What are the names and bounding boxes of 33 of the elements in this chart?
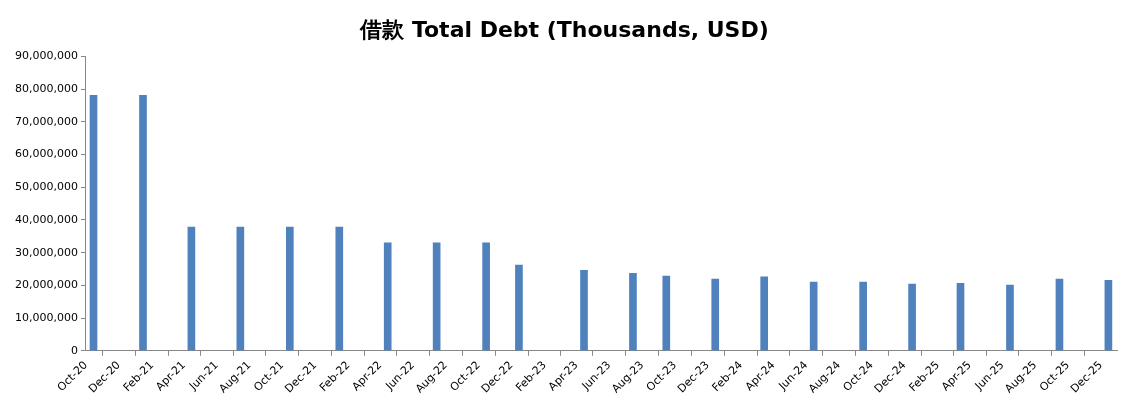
bar bbox=[515, 264, 523, 351]
y-tick-label: 40,000,000 bbox=[15, 212, 78, 226]
y-tick-label: 70,000,000 bbox=[15, 114, 78, 128]
bar bbox=[580, 269, 588, 351]
bar bbox=[335, 226, 344, 351]
bar bbox=[187, 226, 196, 351]
bar bbox=[1104, 280, 1113, 351]
bar bbox=[432, 242, 441, 351]
y-tick-label: 90,000,000 bbox=[15, 49, 78, 63]
bar bbox=[859, 281, 867, 351]
bar bbox=[629, 272, 637, 351]
chart-title: 借款 Total Debt (Thousands, USD) bbox=[359, 16, 769, 42]
bar bbox=[711, 278, 720, 351]
bar bbox=[236, 226, 245, 351]
bar bbox=[760, 276, 769, 351]
y-tick-label: 20,000,000 bbox=[15, 278, 78, 292]
bar bbox=[383, 242, 392, 351]
bar bbox=[662, 275, 671, 351]
y-tick-label: 80,000,000 bbox=[15, 81, 78, 95]
bar bbox=[139, 94, 147, 351]
bar bbox=[908, 283, 916, 351]
y-tick-label: 10,000,000 bbox=[15, 310, 78, 324]
y-tick-label: 30,000,000 bbox=[15, 245, 78, 259]
y-tick-label: 60,000,000 bbox=[15, 147, 78, 161]
bar bbox=[1055, 278, 1064, 351]
bar bbox=[1006, 284, 1014, 351]
y-tick-label: 50,000,000 bbox=[15, 180, 78, 194]
bar bbox=[89, 94, 98, 351]
y-tick-label: 0 bbox=[70, 343, 78, 357]
bar bbox=[285, 226, 294, 351]
bar bbox=[482, 242, 490, 351]
bar bbox=[809, 281, 818, 351]
bar bbox=[956, 283, 965, 351]
